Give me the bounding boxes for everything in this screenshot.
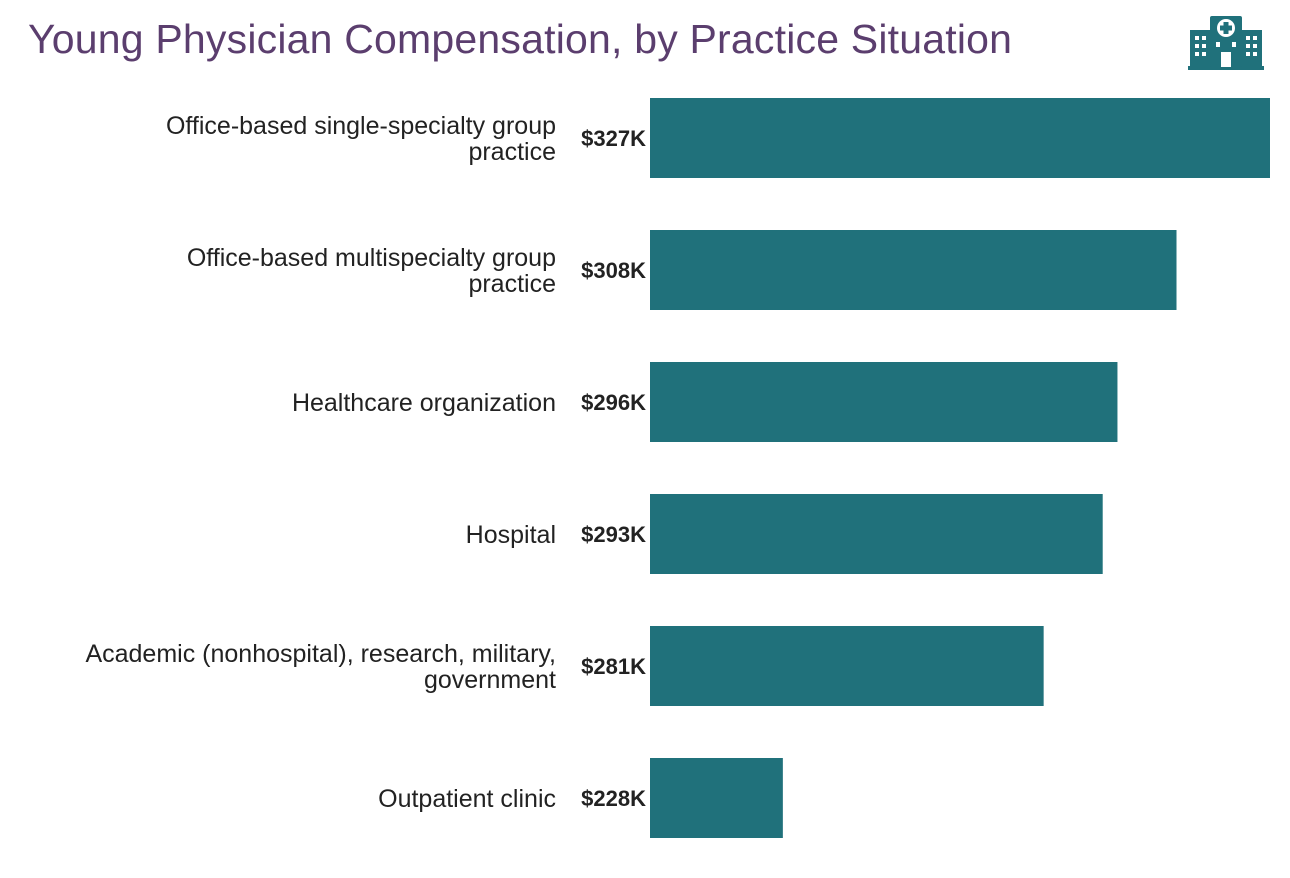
category-label-line: government (424, 666, 556, 694)
bar-0 (650, 98, 1270, 178)
value-label: $327K (581, 126, 646, 151)
category-label-line: practice (468, 138, 556, 166)
category-label-line: practice (468, 270, 556, 298)
bar-2 (650, 362, 1118, 442)
category-label-line: Office-based multispecialty group (187, 244, 556, 272)
bar-4 (650, 626, 1044, 706)
category-label: Healthcare organization (292, 389, 556, 417)
chart-title: Young Physician Compensation, by Practic… (28, 16, 1013, 62)
value-label: $308K (581, 258, 646, 283)
category-label-line: Hospital (466, 521, 556, 549)
category-label-line: Academic (nonhospital), research, milita… (85, 640, 556, 668)
value-label: $296K (581, 390, 646, 415)
value-label: $228K (581, 786, 646, 811)
value-label: $293K (581, 522, 646, 547)
category-label-line: Outpatient clinic (378, 785, 556, 813)
category-label: Hospital (466, 521, 556, 549)
bar-5 (650, 758, 783, 838)
category-label-line: Office-based single-specialty group (166, 112, 556, 140)
category-label-line: Healthcare organization (292, 389, 556, 417)
bar-1 (650, 230, 1177, 310)
category-label: Office-based multispecialty group practic… (187, 244, 556, 298)
category-label: Office-based single-specialty group pract… (166, 112, 556, 166)
category-label: Outpatient clinic (378, 785, 556, 813)
value-label: $281K (581, 654, 646, 679)
hospital-icon-shape (1188, 16, 1264, 70)
bar-3 (650, 494, 1103, 574)
category-label: Academic (nonhospital), research, milita… (85, 640, 556, 694)
hospital-icon (1188, 16, 1264, 70)
